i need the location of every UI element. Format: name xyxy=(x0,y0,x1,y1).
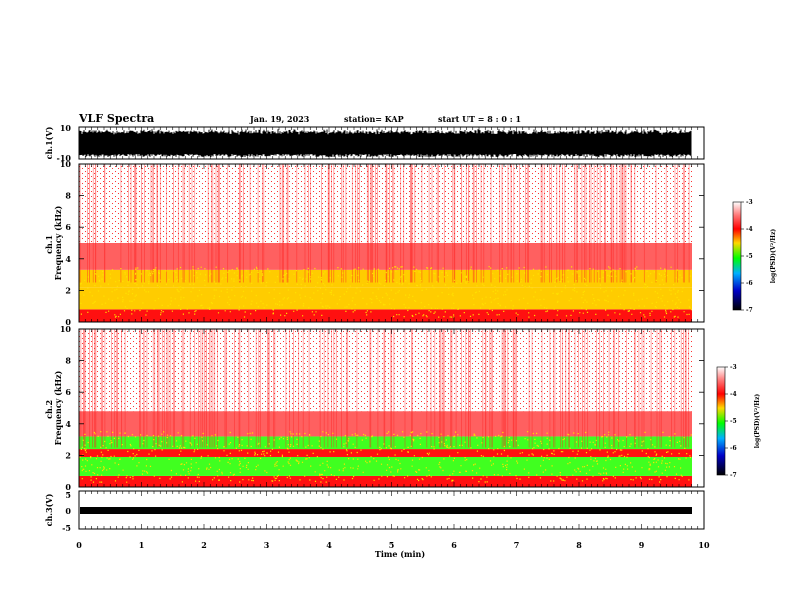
colorbar-tick-label: -4 xyxy=(730,391,737,398)
x-tick-label: 8 xyxy=(576,540,582,550)
ch3-tick-mid: 0 xyxy=(65,506,71,516)
spectrogram-emissions xyxy=(79,266,693,318)
x-tick-label: 1 xyxy=(139,540,145,550)
ch2-spec-ylabel-freq: Frequency (kHz) xyxy=(53,370,63,445)
colorbar-tick-label: -7 xyxy=(746,307,753,314)
spectrogram-band xyxy=(79,309,692,322)
colorbar-tick-label: -3 xyxy=(730,364,737,371)
spec-ytick-label: 4 xyxy=(65,419,71,429)
spec-ytick-label: 0 xyxy=(65,482,71,492)
colorbar-tick-label: -5 xyxy=(730,418,737,425)
spec-ytick-label: 2 xyxy=(65,450,71,460)
spectrogram-emissions xyxy=(79,431,692,483)
station-label: station= KAP xyxy=(344,114,404,124)
ch1-waveform-trace xyxy=(79,129,692,157)
colorbar-ch2: -3 -4 -5 -6 -7 log(PSD)(V²/Hz) xyxy=(716,364,761,479)
x-tick-label: 0 xyxy=(76,540,82,550)
x-tick-label: 9 xyxy=(639,540,645,550)
colorbar-tick-label: -7 xyxy=(730,472,737,479)
spec-ytick-label: 6 xyxy=(65,222,71,232)
colorbar-ch2-label: log(PSD)(V²/Hz) xyxy=(754,394,761,449)
ch3-ylabel: ch.3(V) xyxy=(44,493,54,526)
colorbar-ch1: -3 -4 -5 -6 -7 log(PSD)(V²/Hz) xyxy=(732,199,777,314)
spec-ytick-label: 10 xyxy=(60,324,72,334)
panel-ch1-spectrogram: 0 2 4 6 8 10 ch.1 Frequency (kHz) xyxy=(44,159,705,327)
spectrogram-band xyxy=(79,287,692,310)
ch2-spectrogram-image xyxy=(79,329,704,487)
ch1-spec-ylabel: ch.1 Frequency (kHz) xyxy=(44,205,63,280)
spectrogram-speckle xyxy=(79,329,692,412)
ch1-tick-bottom: -10 xyxy=(57,153,72,163)
colorbar-tick-label: -3 xyxy=(746,199,753,206)
ch1-spec-ylabel-freq: Frequency (kHz) xyxy=(53,205,63,280)
x-tick-label: 4 xyxy=(326,540,332,550)
ch2-spec-ylabel: ch.2 Frequency (kHz) xyxy=(44,370,63,445)
spectrogram-band xyxy=(79,456,692,476)
spectrogram-band xyxy=(79,475,692,487)
x-tick-label: 6 xyxy=(451,540,457,550)
colorbar-tick-label: -6 xyxy=(730,445,737,452)
spec-ytick-label: 8 xyxy=(65,356,71,366)
ch1-ylabel: ch.1(V) xyxy=(44,126,54,159)
colorbar-tick-label: -5 xyxy=(746,253,753,260)
ch3-tick-top: 5 xyxy=(65,490,71,500)
spectrogram-streaks xyxy=(80,329,690,448)
ch3-waveform-band xyxy=(80,507,692,514)
x-axis-label: Time (min) xyxy=(375,549,425,559)
spectrogram-empty-tail xyxy=(692,164,704,322)
x-tick-label: 2 xyxy=(201,540,207,550)
x-tick-label: 5 xyxy=(389,540,395,550)
spec-ytick-label: 2 xyxy=(65,285,71,295)
spectrogram-band xyxy=(79,449,692,457)
panel-ch3-waveform: 5 0 -5 ch.3(V) 0 1 2 3 4 5 6 7 8 9 10 Time (min) xyxy=(44,127,710,559)
spectrogram-band xyxy=(79,411,692,437)
spec-ytick-label: 0 xyxy=(65,317,71,327)
colorbar-tick-label: -4 xyxy=(746,226,753,233)
ch1-spectrogram-image xyxy=(79,164,704,322)
start-time-label: start UT = 8 : 0 : 1 xyxy=(438,114,521,124)
spectrogram-streaks xyxy=(79,164,690,283)
colorbar-ch1-label: log(PSD)(V²/Hz) xyxy=(770,229,777,284)
x-tick-label: 10 xyxy=(698,540,710,550)
panel-ch1-waveform: 10 -10 ch.1(V) xyxy=(44,123,705,163)
figure-title: VLF Spectra xyxy=(78,112,154,125)
spec-ytick-label: 4 xyxy=(65,254,71,264)
x-tick-label: 3 xyxy=(264,540,270,550)
ch3-tick-bottom: -5 xyxy=(62,523,71,533)
panel-ch2-spectrogram: 0 2 4 6 8 10 ch.2 Frequency (kHz) xyxy=(44,324,705,492)
x-tick-label: 7 xyxy=(514,540,520,550)
date-label: Jan. 19, 2023 xyxy=(249,114,310,124)
spectrogram-empty-tail xyxy=(692,329,704,487)
spec-ytick-label: 8 xyxy=(65,191,71,201)
ch1-tick-top: 10 xyxy=(60,123,72,133)
colorbar-tick-label: -6 xyxy=(746,280,753,287)
spec-ytick-label: 10 xyxy=(60,159,72,169)
spec-ytick-label: 6 xyxy=(65,387,71,397)
ch1-waveform-path xyxy=(79,129,692,157)
